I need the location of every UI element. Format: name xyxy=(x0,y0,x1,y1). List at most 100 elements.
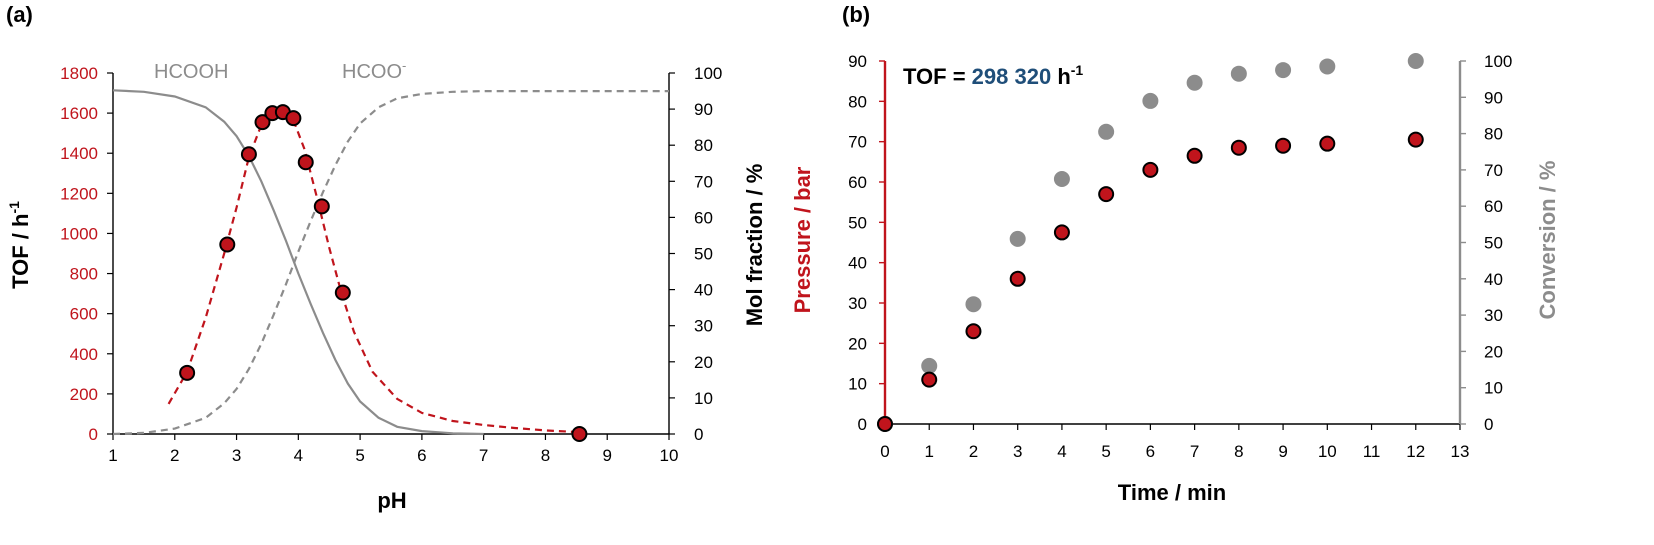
tof-data-point xyxy=(297,154,314,171)
panel-a-y2-tick-label: 70 xyxy=(694,172,713,191)
panel-a-y2-tick-label: 100 xyxy=(694,64,722,83)
tof-annotation: TOF = 298 320 h-1 xyxy=(903,62,1083,89)
panel-a-y2-tick-label: 50 xyxy=(694,245,713,264)
pressure-data-point xyxy=(877,416,893,432)
pressure-data-point xyxy=(1186,147,1203,164)
panel-b-label: (b) xyxy=(842,2,870,27)
panel-a-x-tick-label: 4 xyxy=(294,446,303,465)
tof-data-point xyxy=(240,146,257,163)
panel-a-chart: (a) 1 2 3 4 5 6 7 8 9 100200400600800100012001400… xyxy=(6,2,767,513)
panel-b-plot-area: 0 1 2 3 4 5 6 7 8 9 10 11 12 130102030405060708090010… xyxy=(848,52,1512,461)
panel-b-y-tick-label: 40 xyxy=(848,254,867,273)
panel-b-y2-tick-label: 80 xyxy=(1484,125,1503,144)
conversion-data-point xyxy=(1230,65,1247,82)
tof-data-point xyxy=(313,198,330,215)
pressure-data-point xyxy=(1275,137,1292,154)
panel-b-y-tick-label: 0 xyxy=(858,415,867,434)
panel-b-x-tick-label: 0 xyxy=(880,442,889,461)
conversion-data-point xyxy=(1275,62,1292,79)
pressure-data-point xyxy=(1319,135,1336,152)
panel-b-x-tick-label: 13 xyxy=(1451,442,1470,461)
panel-b-x-tick-label: 2 xyxy=(969,442,978,461)
tof-fit-line xyxy=(167,109,577,434)
panel-b-x-tick-label: 9 xyxy=(1278,442,1287,461)
hcooh-fraction-line xyxy=(112,89,484,436)
panel-a-plot-area: 1 2 3 4 5 6 7 8 9 1002004006008001000120014001600… xyxy=(60,64,722,465)
panel-b-x-tick-label: 1 xyxy=(924,442,933,461)
panel-b-y-tick-label: 90 xyxy=(848,52,867,71)
panel-b-x-tick-label: 5 xyxy=(1101,442,1110,461)
conversion-data-point xyxy=(921,357,938,374)
panel-a-y-tick-label: 200 xyxy=(70,385,98,404)
panel-a-y2-tick-label: 40 xyxy=(694,281,713,300)
panel-b-y-tick-label: 20 xyxy=(848,334,867,353)
panel-b-y2-tick-label: 50 xyxy=(1484,234,1503,253)
panel-b-y2-tick-label: 40 xyxy=(1484,270,1503,289)
conversion-data-point xyxy=(1053,170,1070,187)
panel-a-x-tick-label: 6 xyxy=(417,446,426,465)
panel-b-x-tick-label: 6 xyxy=(1146,442,1155,461)
panel-a-y-tick-label: 800 xyxy=(70,265,98,284)
panel-a-y2-tick-label: 20 xyxy=(694,353,713,372)
panel-a-y-tick-label: 1800 xyxy=(60,64,98,83)
panel-b-y-axis-title: Pressure / bar xyxy=(790,166,815,313)
panel-a-x-axis-title: pH xyxy=(377,488,406,513)
panel-b-y2-tick-label: 60 xyxy=(1484,197,1503,216)
pressure-data-point xyxy=(1098,186,1115,203)
panel-b-y2-tick-label: 70 xyxy=(1484,161,1503,180)
panel-b-y2-tick-label: 100 xyxy=(1484,52,1512,71)
tof-data-point xyxy=(334,284,351,301)
panel-b-y-tick-label: 80 xyxy=(848,92,867,111)
panel-a-y-tick-label: 0 xyxy=(89,425,98,444)
pressure-data-point xyxy=(965,323,982,340)
pressure-data-point xyxy=(1009,270,1026,287)
panel-a-y-tick-label: 400 xyxy=(70,345,98,364)
panel-a-y2-tick-label: 10 xyxy=(694,389,713,408)
tof-data-point xyxy=(285,110,302,127)
panel-a-x-tick-label: 2 xyxy=(170,446,179,465)
pressure-data-point xyxy=(1142,161,1159,178)
panel-a-y-tick-label: 1600 xyxy=(60,104,98,123)
panel-b-y2-axis-title: Conversion / % xyxy=(1535,161,1560,320)
panel-b-y2-tick-label: 30 xyxy=(1484,306,1503,325)
tof-data-point xyxy=(219,236,236,253)
panel-b-x-tick-label: 8 xyxy=(1234,442,1243,461)
panel-a-x-tick-label: 7 xyxy=(479,446,488,465)
tof-data-point xyxy=(179,364,196,381)
panel-b-y2-tick-label: 20 xyxy=(1484,342,1503,361)
panel-b-y-tick-label: 70 xyxy=(848,133,867,152)
conversion-data-point xyxy=(1186,74,1203,91)
conversion-data-point xyxy=(1142,92,1159,109)
pressure-data-point xyxy=(921,371,938,388)
panel-b-x-tick-label: 10 xyxy=(1318,442,1337,461)
panel-a-y2-tick-label: 80 xyxy=(694,136,713,155)
panel-a-y-tick-label: 1200 xyxy=(60,184,98,203)
tof-data-point xyxy=(571,426,588,442)
conversion-data-point xyxy=(1009,230,1026,247)
panel-b-y-tick-label: 60 xyxy=(848,173,867,192)
panel-b-y2-tick-label: 10 xyxy=(1484,379,1503,398)
panel-b-x-tick-label: 7 xyxy=(1190,442,1199,461)
panel-a-x-tick-label: 8 xyxy=(541,446,550,465)
tof-data-point xyxy=(254,114,271,131)
panel-b-x-tick-label: 12 xyxy=(1406,442,1425,461)
panel-a-x-tick-label: 1 xyxy=(108,446,117,465)
hcooh-annotation: HCOOH xyxy=(154,61,228,83)
panel-b-y-tick-label: 30 xyxy=(848,294,867,313)
panel-a-y2-tick-label: 60 xyxy=(694,208,713,227)
panel-b-y-tick-label: 50 xyxy=(848,213,867,232)
panel-a-y2-axis-title: Mol fraction / % xyxy=(742,164,767,327)
panel-a-y2-tick-label: 90 xyxy=(694,100,713,119)
panel-b-y-tick-label: 10 xyxy=(848,375,867,394)
panel-b-y2-tick-label: 90 xyxy=(1484,88,1503,107)
panel-a-y-tick-label: 1000 xyxy=(60,224,98,243)
panel-a-y2-tick-label: 30 xyxy=(694,317,713,336)
conversion-data-point xyxy=(1098,123,1115,140)
panel-b-y2-tick-label: 0 xyxy=(1484,415,1493,434)
panel-b-x-tick-label: 11 xyxy=(1363,442,1381,461)
conversion-data-point xyxy=(1407,53,1424,69)
pressure-data-point xyxy=(1407,131,1424,148)
panel-a-x-tick-label: 9 xyxy=(602,446,611,465)
formate-annotation: HCOO- xyxy=(342,58,406,83)
